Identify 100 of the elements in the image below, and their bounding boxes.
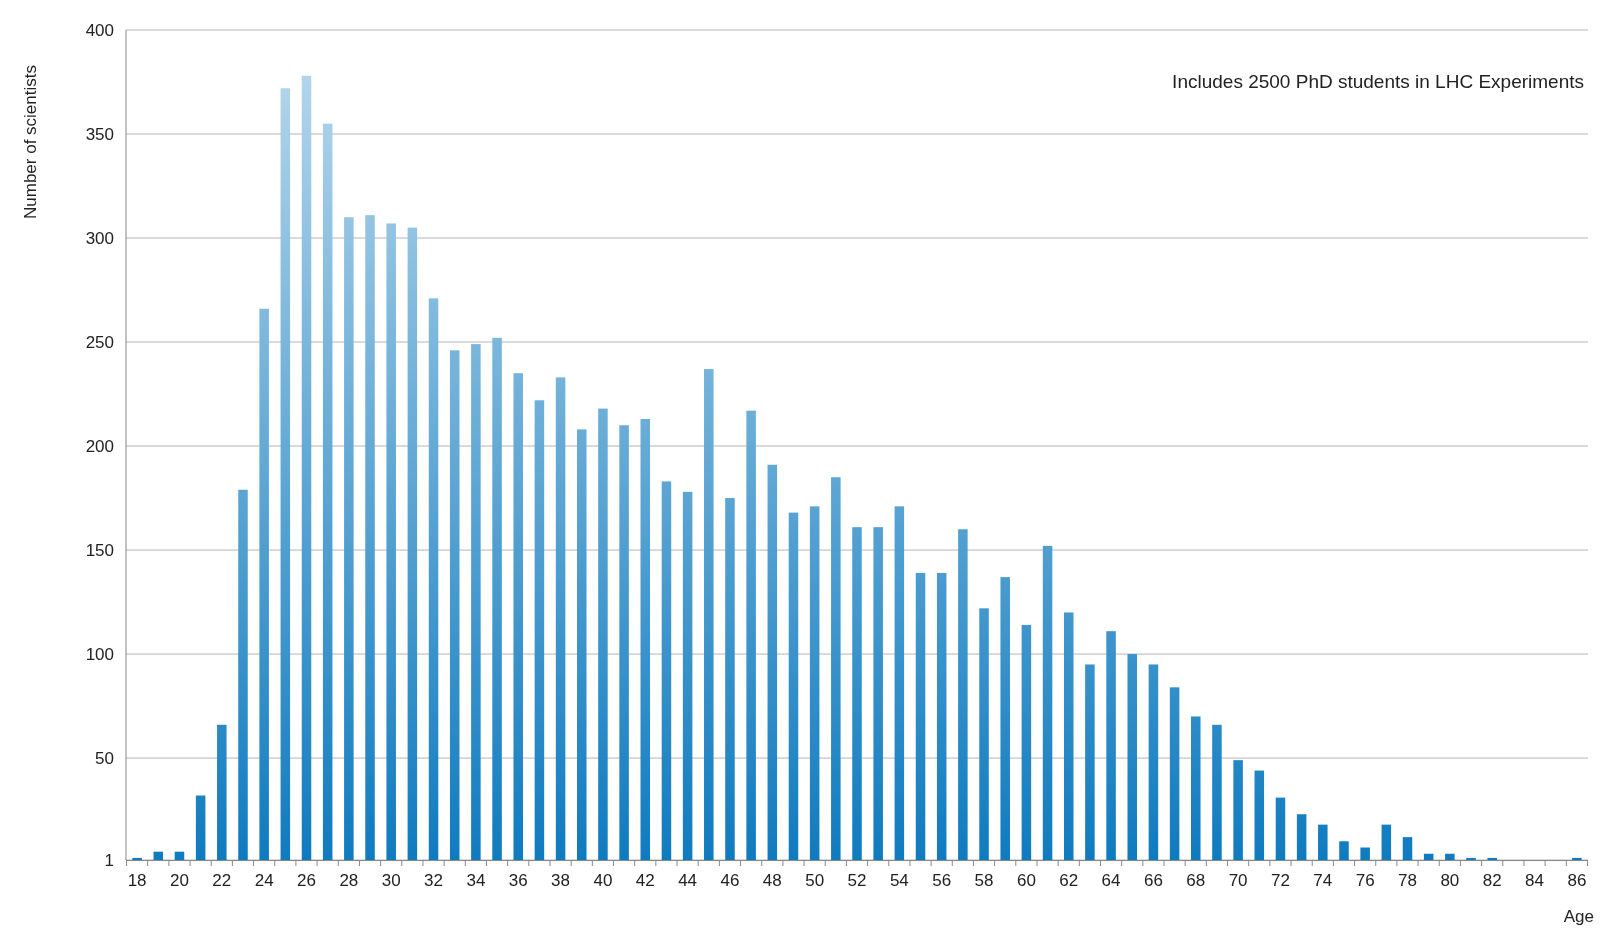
x-tick-label: 72 xyxy=(1271,871,1290,890)
bar xyxy=(238,489,248,860)
bar xyxy=(598,408,608,860)
bar xyxy=(958,529,968,860)
bar xyxy=(449,350,460,860)
x-tick-label: 54 xyxy=(889,871,909,890)
bar xyxy=(576,429,587,860)
x-tick-label: 44 xyxy=(678,871,698,890)
x-tick-label: 20 xyxy=(170,871,189,890)
bar xyxy=(280,88,291,860)
y-tick-label: 1 xyxy=(104,850,114,870)
bar xyxy=(1402,837,1413,860)
x-tick-label: 38 xyxy=(551,871,571,890)
x-tick-label: 46 xyxy=(720,871,740,890)
bar xyxy=(428,298,439,860)
x-tick-label: 58 xyxy=(974,871,994,890)
x-tick-label: 30 xyxy=(381,871,401,890)
y-tick-label: 350 xyxy=(85,124,114,144)
bar xyxy=(936,572,947,860)
x-tick-label: 86 xyxy=(1567,871,1587,890)
bar xyxy=(153,851,164,860)
bar xyxy=(1169,687,1180,860)
bar xyxy=(534,400,545,860)
bar xyxy=(174,851,185,860)
x-tick-label: 34 xyxy=(466,871,486,890)
y-tick-label: 100 xyxy=(85,645,114,665)
bar xyxy=(767,464,778,860)
bar xyxy=(1445,853,1455,860)
bar xyxy=(492,337,502,860)
y-axis-title: Number of scientists xyxy=(21,65,40,219)
bar xyxy=(1063,612,1074,860)
x-tick-label: 24 xyxy=(254,871,274,890)
annotation: Includes 2500 PhD students in LHC Experiments xyxy=(1172,71,1584,92)
bar xyxy=(682,491,693,860)
bar xyxy=(1487,857,1497,860)
bar xyxy=(1466,857,1476,860)
bar xyxy=(725,498,735,860)
x-tick-label: 48 xyxy=(762,871,782,890)
x-tick-label: 18 xyxy=(127,871,147,890)
bar xyxy=(1423,853,1434,860)
bar xyxy=(809,506,820,860)
x-tick-label: 36 xyxy=(508,871,528,890)
bar xyxy=(1212,724,1222,860)
bar xyxy=(619,425,629,860)
x-tick-label: 68 xyxy=(1186,871,1206,890)
x-tick-label: 28 xyxy=(339,871,359,890)
bar xyxy=(1233,760,1243,860)
bar xyxy=(873,527,883,860)
x-tick-label: 62 xyxy=(1059,871,1079,890)
x-tick-label: 82 xyxy=(1482,871,1502,890)
bar xyxy=(1381,824,1392,860)
bar xyxy=(1318,824,1328,860)
x-tick-label: 40 xyxy=(593,871,613,890)
x-tick-label: 64 xyxy=(1101,871,1121,890)
x-tick-label: 26 xyxy=(297,871,316,890)
bar xyxy=(1191,716,1201,860)
bar xyxy=(195,795,206,860)
bar xyxy=(322,123,333,860)
x-tick-label: 66 xyxy=(1143,871,1163,890)
bar xyxy=(407,227,418,860)
bar xyxy=(132,857,142,860)
bar xyxy=(1148,664,1159,860)
bar xyxy=(746,410,756,860)
x-tick-label: 70 xyxy=(1228,871,1248,890)
bar xyxy=(513,373,523,860)
bar xyxy=(640,419,651,860)
bar xyxy=(1296,814,1307,860)
y-tick-label: 300 xyxy=(85,228,114,248)
bar xyxy=(1254,770,1265,860)
x-tick-label: 52 xyxy=(847,871,867,890)
bar xyxy=(217,724,227,860)
bar xyxy=(1000,577,1010,860)
x-tick-label: 60 xyxy=(1016,871,1036,890)
bar xyxy=(259,308,269,860)
x-tick-label: 32 xyxy=(424,871,443,890)
bar xyxy=(1572,857,1582,860)
bar xyxy=(852,527,862,860)
bar xyxy=(1085,664,1095,860)
y-tick-label: 200 xyxy=(85,436,114,456)
bar xyxy=(788,512,799,860)
y-tick-label: 250 xyxy=(85,332,114,352)
x-tick-label: 56 xyxy=(932,871,952,890)
bar xyxy=(1021,624,1032,860)
y-tick-label: 400 xyxy=(85,20,114,40)
bar xyxy=(555,377,566,860)
bar xyxy=(894,506,905,860)
x-tick-label: 50 xyxy=(805,871,825,890)
x-axis-title: Age xyxy=(1563,907,1594,926)
bar xyxy=(365,215,375,860)
x-tick-label: 42 xyxy=(635,871,655,890)
bar xyxy=(1339,841,1349,860)
x-tick-label: 84 xyxy=(1525,871,1544,890)
x-tick-label: 76 xyxy=(1355,871,1375,890)
bar xyxy=(979,608,989,860)
x-tick-label: 78 xyxy=(1398,871,1417,890)
bar xyxy=(386,223,396,860)
bar xyxy=(1360,847,1370,860)
x-tick-label: 80 xyxy=(1440,871,1460,890)
x-tick-label: 22 xyxy=(212,871,232,890)
bar xyxy=(1106,631,1116,860)
